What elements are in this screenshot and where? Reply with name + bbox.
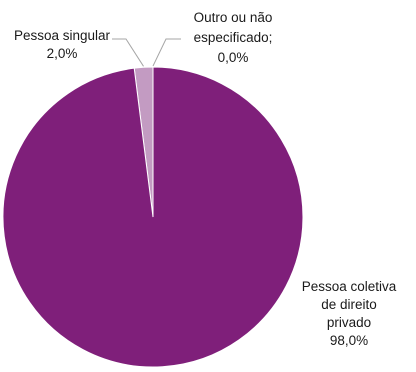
slice-1-value-label: 2,0% — [47, 46, 78, 61]
leader-lines — [112, 38, 181, 67]
slice-2-value-label: 0,0% — [218, 50, 249, 65]
slice-2-label-line: Outro ou não — [194, 10, 273, 25]
slice-labels: Pessoa coletiva de direito privado 98,0% Pes… — [14, 10, 397, 348]
pie-slice-0 — [2, 66, 304, 368]
slice-0-label-line: privado — [327, 315, 371, 330]
slice-2-label-line: especificado; — [194, 30, 273, 45]
slice-0-label-line: de direito — [321, 297, 377, 312]
leader-line-pessoa-singular — [112, 38, 144, 67]
slice-0-label-line: Pessoa coletiva — [302, 279, 397, 294]
slice-1-label-line: Pessoa singular — [14, 28, 111, 43]
pie-slices — [2, 66, 304, 368]
leader-line-outro — [152, 38, 181, 67]
slice-0-value-label: 98,0% — [330, 333, 368, 348]
